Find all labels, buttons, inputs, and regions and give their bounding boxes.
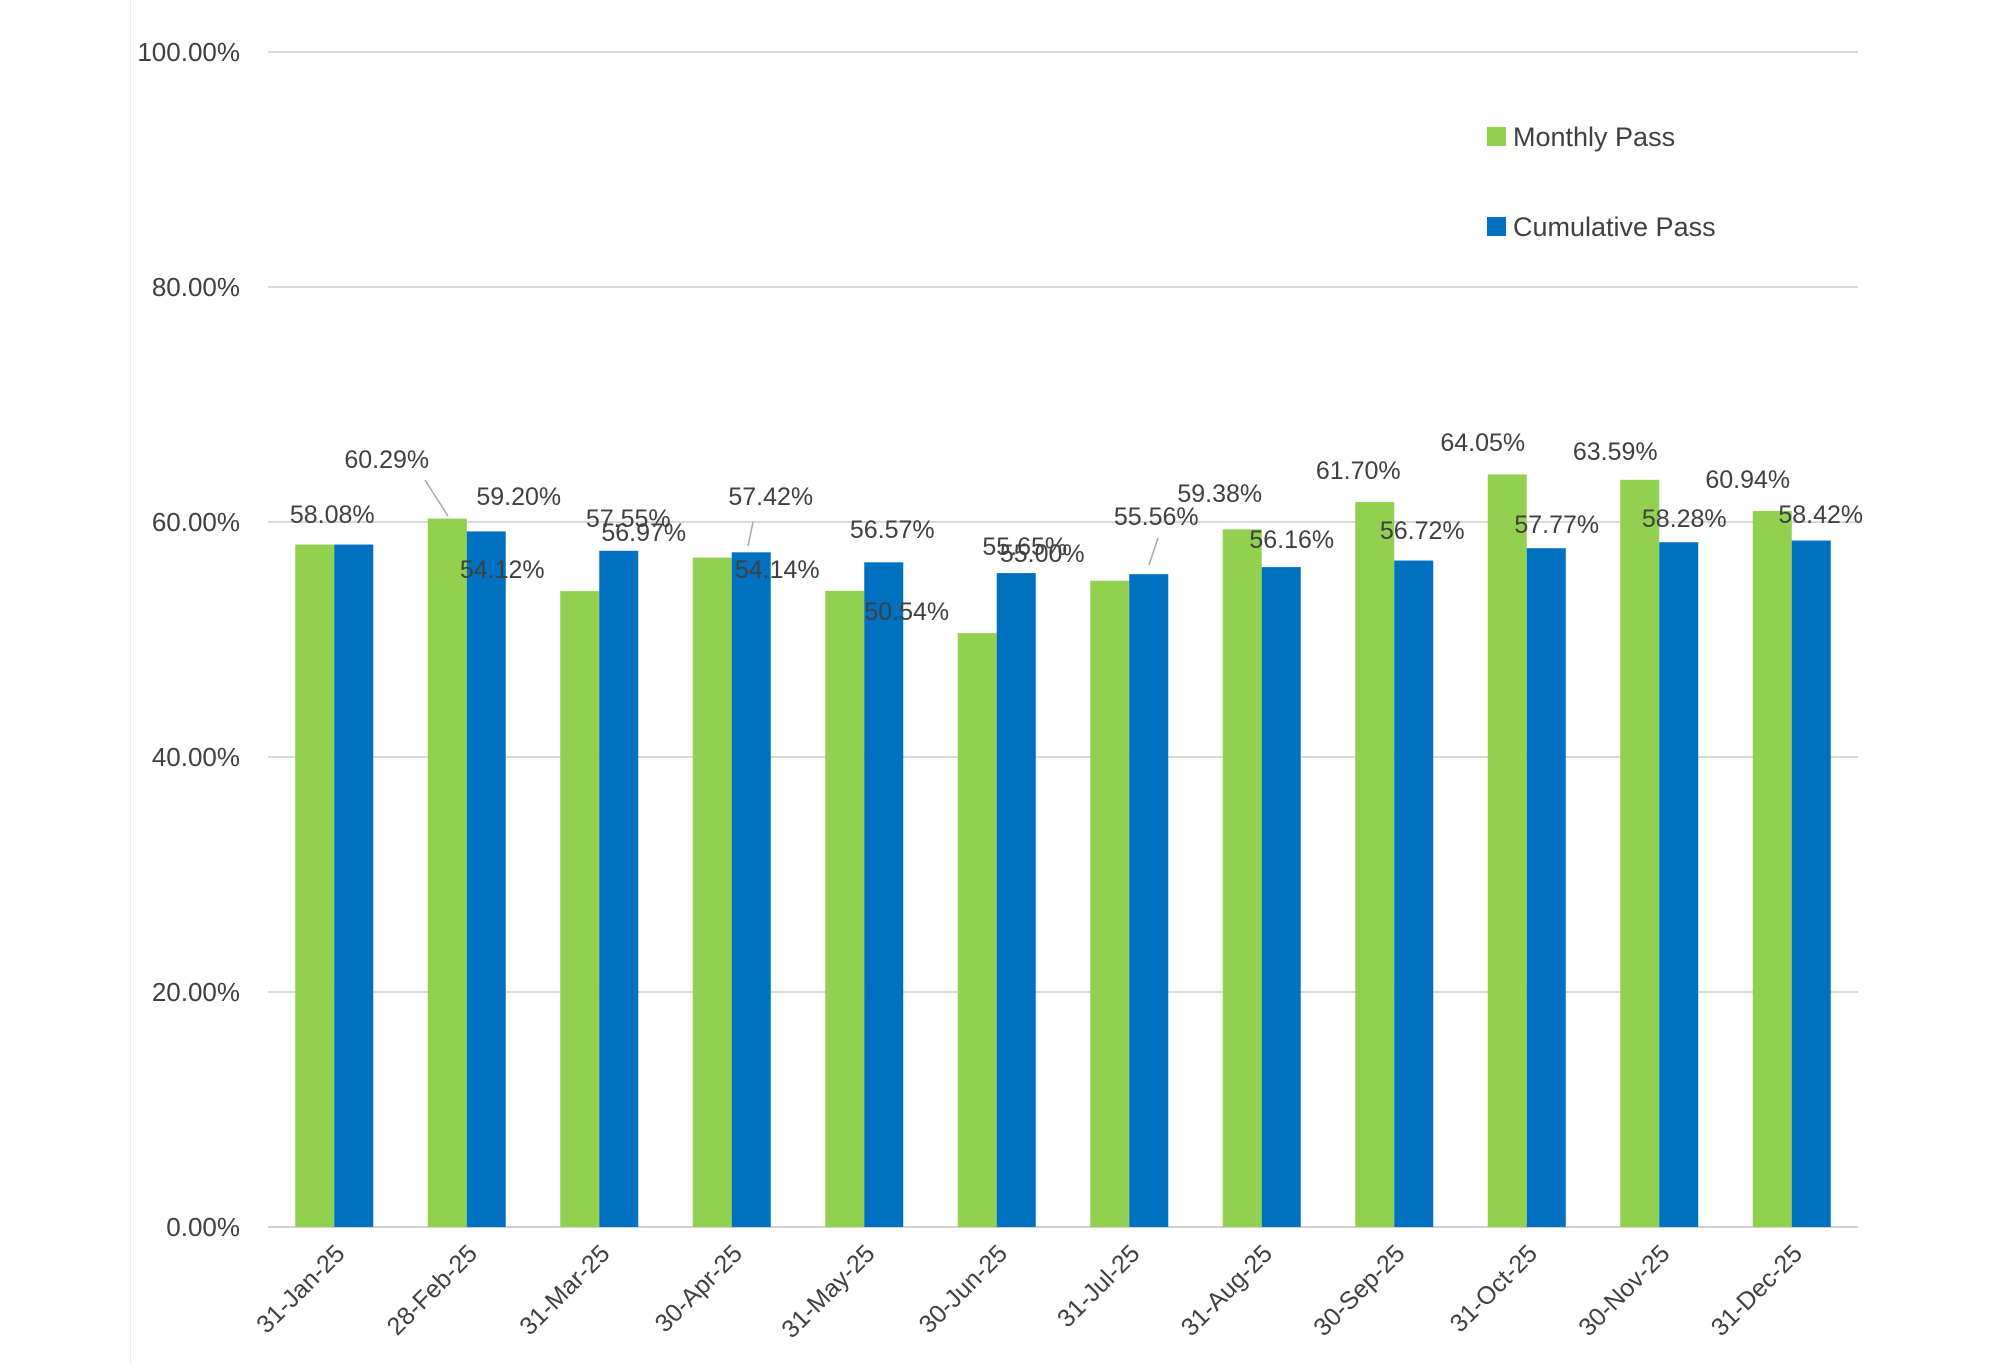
monthly-pass-bar (1090, 580, 1130, 1227)
cumulative-pass-bar (1659, 542, 1699, 1227)
cumulative-pass-data-label: 55.65% (982, 533, 1067, 561)
y-tick-label: 80.00% (152, 272, 240, 302)
leader-lines (424, 479, 1159, 566)
left-edge-line (130, 0, 131, 1364)
cumulative-pass-data-label: 57.42% (728, 483, 813, 511)
monthly-pass-bar (692, 557, 732, 1227)
bars (295, 474, 1831, 1228)
x-tick-label: 31-Aug-25 (1176, 1239, 1278, 1341)
legend: Monthly Pass Cumulative Pass (1487, 122, 1716, 242)
monthly-pass-data-label: 60.29% (344, 446, 429, 474)
cumulative-pass-data-label: 55.56% (1114, 503, 1199, 531)
cumulative-pass-bar (1394, 560, 1434, 1227)
y-tick-label: 0.00% (166, 1212, 240, 1242)
legend-label: Cumulative Pass (1513, 212, 1716, 242)
cumulative-pass-data-label: 56.16% (1249, 526, 1334, 554)
data-labels: 58.08% 60.29% 59.20% 54.12% 57.55%56.97% 57.4… (290, 429, 1863, 626)
monthly-pass-bar (825, 590, 865, 1227)
monthly-pass-data-label: 61.70% (1316, 457, 1401, 485)
label-leader-line (1148, 537, 1159, 566)
cumulative-pass-data-label: 56.57% (850, 516, 935, 544)
monthly-pass-bar (1487, 474, 1527, 1228)
cumulative-pass-data-label: 57.77% (1514, 511, 1599, 539)
cumulative-pass-data-label: 58.42% (1778, 501, 1863, 529)
x-tick-label: 28-Feb-25 (382, 1239, 483, 1340)
cumulative-pass-data-label: 58.28% (1642, 505, 1727, 533)
cumulative-pass-bar (864, 562, 904, 1227)
x-tick-label: 30-Nov-25 (1573, 1239, 1675, 1341)
monthly-pass-data-label: 54.12% (460, 556, 545, 584)
monthly-pass-data-label: 58.08% (290, 501, 375, 529)
x-tick-label: 31-Jul-25 (1052, 1239, 1146, 1333)
legend-swatch-cumulative-pass (1487, 217, 1506, 236)
monthly-pass-data-label: 64.05% (1440, 429, 1525, 457)
cumulative-pass-bar (466, 531, 506, 1227)
y-tick-label: 20.00% (152, 977, 240, 1007)
cumulative-pass-data-label: 57.55% (586, 505, 671, 533)
monthly-pass-data-label: 50.54% (864, 598, 949, 626)
monthly-pass-data-label: 56.97% (601, 519, 686, 547)
x-tick-label: 31-Mar-25 (514, 1239, 615, 1340)
monthly-pass-bar (427, 518, 467, 1227)
cumulative-pass-bar (1791, 540, 1831, 1227)
cumulative-pass-bar (599, 550, 639, 1227)
monthly-pass-data-label: 55.00% (1000, 540, 1085, 568)
x-tick-label: 31-Oct-25 (1445, 1239, 1543, 1337)
x-axis-tick-labels: 31-Jan-25 28-Feb-25 31-Mar-25 30-Apr-25 31-M… (251, 1239, 1808, 1343)
x-tick-label: 30-Jun-25 (914, 1239, 1013, 1338)
label-leader-line (747, 521, 754, 547)
monthly-pass-bar (957, 633, 997, 1227)
monthly-pass-data-label: 59.38% (1177, 480, 1262, 508)
cumulative-pass-data-label: 56.72% (1380, 517, 1465, 545)
monthly-pass-data-label: 60.94% (1705, 466, 1790, 494)
label-leader-line (424, 479, 449, 517)
monthly-pass-bar (295, 544, 335, 1227)
monthly-pass-bar (1222, 529, 1262, 1227)
monthly-pass-data-label: 54.14% (735, 556, 820, 584)
monthly-pass-bar (560, 591, 600, 1227)
cumulative-pass-bar (334, 544, 374, 1227)
cumulative-pass-bar (1129, 574, 1169, 1227)
y-tick-label: 60.00% (152, 507, 240, 537)
x-tick-label: 30-Apr-25 (650, 1239, 748, 1337)
y-tick-label: 40.00% (152, 742, 240, 772)
x-tick-label: 31-May-25 (776, 1239, 880, 1343)
x-tick-label: 31-Jan-25 (251, 1239, 350, 1338)
cumulative-pass-bar (1526, 548, 1566, 1227)
legend-swatch-monthly-pass (1487, 127, 1506, 146)
legend-label: Monthly Pass (1513, 122, 1675, 152)
monthly-pass-bar (1620, 479, 1660, 1227)
monthly-pass-bar (1355, 502, 1395, 1227)
gridlines (268, 51, 1858, 1228)
x-tick-label: 30-Sep-25 (1308, 1239, 1410, 1341)
y-tick-label: 100.00% (137, 37, 240, 67)
x-tick-label: 31-Dec-25 (1706, 1239, 1808, 1341)
cumulative-pass-bar (996, 573, 1036, 1227)
cumulative-pass-bar (1261, 567, 1301, 1227)
cumulative-pass-data-label: 59.20% (476, 483, 561, 511)
monthly-pass-data-label: 63.59% (1573, 438, 1658, 466)
cumulative-pass-bar (731, 552, 771, 1227)
monthly-pass-bar (1752, 510, 1792, 1228)
y-axis-tick-labels: 0.00% 20.00% 40.00% 60.00% 80.00% 100.00% (137, 37, 240, 1242)
